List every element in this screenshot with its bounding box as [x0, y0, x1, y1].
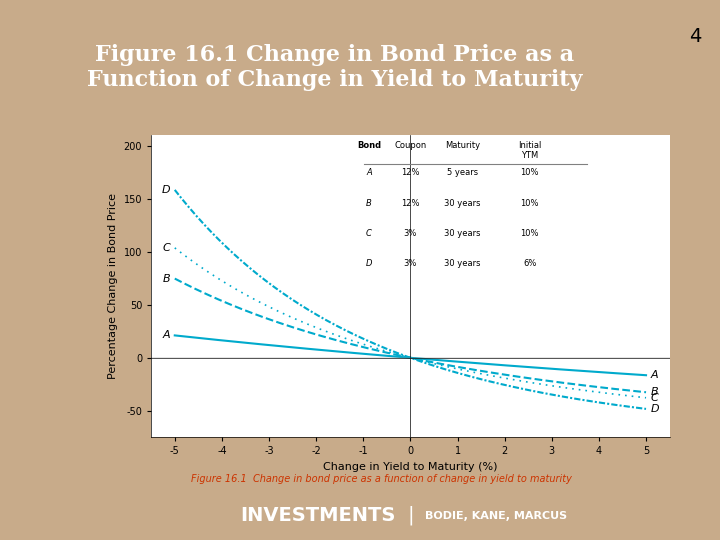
X-axis label: Change in Yield to Maturity (%): Change in Yield to Maturity (%): [323, 462, 498, 472]
Text: 10%: 10%: [521, 229, 539, 238]
Text: A: A: [366, 168, 372, 177]
Text: B: B: [651, 387, 658, 397]
Text: Figure 16.1  Change in bond price as a function of change in yield to maturity: Figure 16.1 Change in bond price as a fu…: [192, 474, 572, 484]
Text: 10%: 10%: [521, 199, 539, 207]
Text: 4: 4: [688, 27, 701, 46]
Text: Maturity: Maturity: [445, 141, 480, 150]
Text: 5 years: 5 years: [446, 168, 478, 177]
Text: 6%: 6%: [523, 259, 536, 268]
Text: 10%: 10%: [521, 168, 539, 177]
Text: |: |: [407, 506, 414, 525]
Text: 30 years: 30 years: [444, 229, 480, 238]
Text: A: A: [651, 370, 658, 380]
Text: 30 years: 30 years: [444, 259, 480, 268]
Text: D: D: [161, 185, 170, 195]
Text: Bond: Bond: [357, 141, 381, 150]
Text: Initial
YTM: Initial YTM: [518, 141, 541, 160]
Text: C: C: [366, 229, 372, 238]
Text: 12%: 12%: [401, 168, 420, 177]
Y-axis label: Percentage Change in Bond Price: Percentage Change in Bond Price: [108, 193, 118, 379]
Text: D: D: [651, 404, 660, 414]
Text: Figure 16.1 Change in Bond Price as a
Function of Change in Yield to Maturity: Figure 16.1 Change in Bond Price as a Fu…: [87, 44, 582, 91]
Text: B: B: [366, 199, 372, 207]
Text: Coupon: Coupon: [395, 141, 426, 150]
Text: 12%: 12%: [401, 199, 420, 207]
Text: 3%: 3%: [404, 229, 417, 238]
Text: 3%: 3%: [404, 259, 417, 268]
Text: A: A: [163, 330, 170, 340]
Text: C: C: [651, 393, 659, 403]
Text: D: D: [366, 259, 372, 268]
Text: INVESTMENTS: INVESTMENTS: [240, 506, 396, 525]
Text: BODIE, KANE, MARCUS: BODIE, KANE, MARCUS: [425, 511, 567, 521]
Text: B: B: [163, 274, 170, 284]
Text: C: C: [162, 243, 170, 253]
Text: 30 years: 30 years: [444, 199, 480, 207]
